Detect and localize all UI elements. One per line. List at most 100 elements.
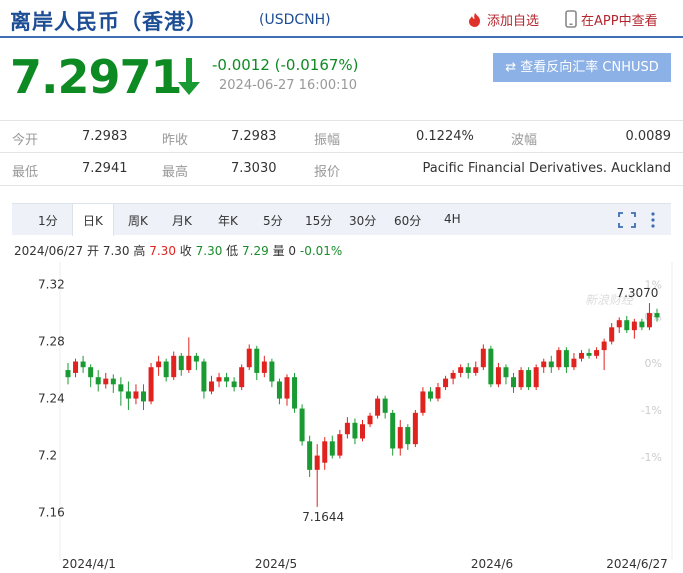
candle xyxy=(88,364,94,388)
y-tick-label: 7.24 xyxy=(38,392,65,406)
candle xyxy=(435,382,441,402)
max-price-label: 7.3070 xyxy=(616,286,658,300)
stats-row: 最低 7.2941 最高 7.3030 报价 Pacific Financial… xyxy=(0,153,683,186)
candle xyxy=(578,350,584,362)
tab-60min[interactable]: 60分 xyxy=(394,214,422,228)
candle xyxy=(141,384,147,410)
candle xyxy=(156,355,162,376)
candle xyxy=(292,372,298,413)
candle xyxy=(80,355,86,373)
candle xyxy=(443,375,449,391)
candle xyxy=(299,404,305,446)
candle xyxy=(314,444,320,507)
candle xyxy=(473,361,479,376)
ohlc-date: 2024/06/27 xyxy=(14,244,84,258)
min-price-label: 7.1644 xyxy=(302,510,344,524)
candle xyxy=(654,308,660,322)
stat-value-prev-close: 7.2983 xyxy=(231,129,277,144)
stat-label-prev-close: 昨收 xyxy=(162,133,189,148)
candle xyxy=(646,303,652,331)
candle xyxy=(420,387,426,416)
ohlc-high: 7.30 xyxy=(149,244,176,258)
ohlc-readout: 2024/06/27 开 7.30 高 7.30 收 7.30 低 7.29 量… xyxy=(14,242,342,259)
reverse-rate-button[interactable]: ⇄ 查看反向汇率 CNHUSD xyxy=(493,53,671,82)
candle xyxy=(163,358,169,382)
candle xyxy=(518,367,524,391)
candle xyxy=(231,377,237,392)
y-tick-label: 7.32 xyxy=(38,278,65,292)
page-title: 离岸人民币（香港） xyxy=(10,10,208,34)
candle xyxy=(639,318,645,331)
chart-watermark: 新浪财经 xyxy=(585,293,635,307)
candle xyxy=(375,395,381,419)
candle xyxy=(450,370,456,385)
x-tick-label: 2024/6 xyxy=(471,557,513,571)
candle xyxy=(329,435,335,459)
candle xyxy=(382,395,388,419)
ohlc-open-label: 开 xyxy=(87,244,100,258)
tab-monthly-k[interactable]: 月K xyxy=(172,214,192,228)
candle xyxy=(405,424,411,450)
candle xyxy=(95,370,101,392)
stat-value-amplitude: 0.1224% xyxy=(416,129,474,144)
candle xyxy=(224,372,230,388)
candle xyxy=(201,358,207,399)
stat-value-volatility: 0.0089 xyxy=(625,129,672,144)
stat-label-volatility: 波幅 xyxy=(511,133,538,148)
stat-label-open: 今开 xyxy=(12,133,39,148)
candle xyxy=(526,367,532,391)
candle xyxy=(73,358,79,378)
candle xyxy=(616,317,622,334)
candlestick-chart[interactable]: 新浪财经 7.327.287.247.27.16 1%0%0%-1%-1% 20… xyxy=(0,262,683,573)
more-options-icon[interactable] xyxy=(650,212,656,228)
candle xyxy=(548,355,554,373)
tab-4h[interactable]: 4H xyxy=(444,212,461,226)
candle xyxy=(65,362,71,385)
tab-5min[interactable]: 5分 xyxy=(263,214,283,228)
tab-1min[interactable]: 1分 xyxy=(38,214,58,228)
price-change: -0.0012 (-0.0167%) xyxy=(212,56,359,74)
candle xyxy=(480,344,486,371)
candle xyxy=(284,374,290,406)
stats-row: 今开 7.2983 昨收 7.2983 振幅 0.1224% 波幅 0.0089 xyxy=(0,120,683,153)
candle xyxy=(216,372,222,388)
chart-period-tabs: 1分 日K 周K 月K 年K 5分 15分 30分 60分 4H xyxy=(12,203,671,236)
fullscreen-icon[interactable] xyxy=(618,212,636,228)
candle xyxy=(171,351,177,381)
candle xyxy=(148,362,154,405)
stat-label-quoter: 报价 xyxy=(314,165,341,180)
stat-label-amplitude: 振幅 xyxy=(314,133,341,148)
x-tick-label: 2024/5 xyxy=(255,557,297,571)
tab-yearly-k[interactable]: 年K xyxy=(218,214,238,228)
stat-value-quoter: Pacific Financial Derivatives. Auckland xyxy=(422,161,671,176)
candle xyxy=(412,409,418,448)
quote-time: 2024-06-27 16:00:10 xyxy=(219,78,358,93)
ohlc-low: 7.29 xyxy=(242,244,269,258)
fire-icon xyxy=(469,13,480,27)
candle xyxy=(586,348,592,359)
candle xyxy=(276,378,282,405)
tab-weekly-k[interactable]: 周K xyxy=(128,214,148,228)
tab-daily-k[interactable]: 日K xyxy=(72,204,114,236)
tab-30min[interactable]: 30分 xyxy=(349,214,377,228)
open-in-app-button[interactable]: 在APP中查看 xyxy=(564,10,658,29)
pct-tick-label: -1% xyxy=(641,451,662,464)
pct-tick-label: 0% xyxy=(645,357,662,370)
candle xyxy=(360,419,365,442)
candle xyxy=(322,437,328,470)
ohlc-vol-label: 量 xyxy=(272,244,285,258)
candle xyxy=(307,435,313,477)
candle xyxy=(397,419,403,456)
candle xyxy=(239,364,245,391)
candle xyxy=(465,362,471,379)
candle xyxy=(594,347,600,359)
symbol-code: (USDCNH) xyxy=(259,12,331,28)
candle xyxy=(344,417,350,439)
tab-15min[interactable]: 15分 xyxy=(305,214,333,228)
add-watchlist-button[interactable]: 添加自选 xyxy=(466,10,539,29)
candle xyxy=(503,364,509,385)
add-watchlist-label: 添加自选 xyxy=(487,14,540,29)
stat-value-low: 7.2941 xyxy=(82,161,128,176)
open-in-app-label: 在APP中查看 xyxy=(581,14,658,29)
candle xyxy=(125,381,131,410)
